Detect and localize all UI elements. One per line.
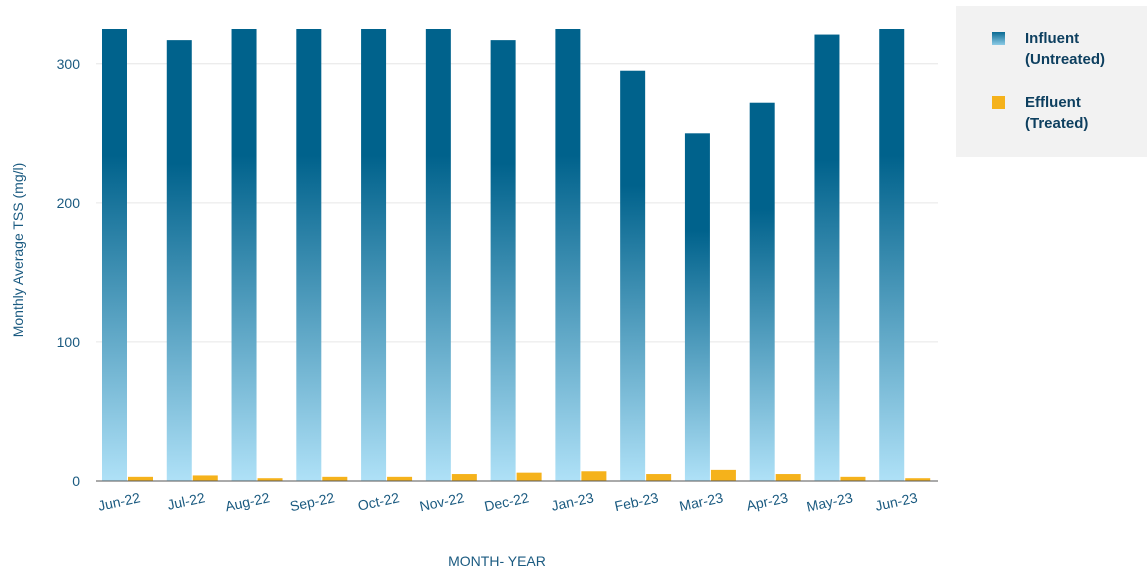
x-tick-label: Mar-23 [678, 489, 725, 514]
bar-effluent[interactable] [840, 476, 866, 481]
legend-label-influent-line2: (Untreated) [1025, 51, 1106, 68]
bar-effluent[interactable] [128, 476, 153, 481]
legend-swatch-influent [992, 32, 1005, 45]
bar-effluent[interactable] [322, 476, 348, 481]
legend-swatch-effluent [992, 96, 1005, 109]
x-tick-label: May-23 [805, 489, 854, 514]
bar-influent[interactable] [749, 102, 775, 482]
legend-label-effluent-line2: (Treated) [1025, 115, 1089, 132]
gridlines [96, 63, 938, 343]
legend-label-effluent: Effluent (Treated) [1025, 92, 1145, 134]
bar-influent[interactable] [555, 29, 581, 481]
x-tick-label: Apr-23 [745, 489, 790, 513]
bar-effluent[interactable] [775, 474, 801, 481]
bar-influent[interactable] [879, 29, 905, 481]
x-tick-label: Aug-22 [224, 489, 272, 514]
legend-item-effluent[interactable]: Effluent (Treated) [992, 92, 1145, 134]
bar-influent[interactable] [102, 29, 127, 481]
bar-influent[interactable] [166, 40, 192, 481]
bar-influent[interactable] [814, 34, 840, 481]
x-tick-label: Nov-22 [418, 489, 466, 514]
y-tick-label: 200 [57, 195, 81, 211]
x-tick-label: Oct-22 [356, 489, 401, 513]
y-tick-label: 100 [57, 334, 81, 350]
y-tick-labels: 0 100 200 300 [57, 56, 81, 489]
bar-effluent[interactable] [905, 478, 931, 481]
x-tick-label: Jun-23 [874, 489, 919, 514]
bar-influent[interactable] [620, 70, 646, 481]
x-tick-labels: Jun-22 Jul-22 Aug-22 Sep-22 Oct-22 Nov-22 Dec-… [96, 489, 919, 514]
legend: Influent (Untreated) Effluent (Treated) [956, 6, 1147, 157]
bar-effluent[interactable] [516, 472, 542, 481]
bars [102, 29, 931, 482]
bar-influent[interactable] [425, 29, 451, 481]
y-axis-title: Monthly Average TSS (mg/l) [10, 163, 26, 338]
legend-item-influent[interactable]: Influent (Untreated) [992, 28, 1145, 70]
legend-label-influent-line1: Influent [1025, 30, 1080, 47]
x-tick-label: Feb-23 [613, 489, 660, 514]
bar-influent[interactable] [361, 29, 387, 481]
y-tick-label: 0 [72, 473, 80, 489]
y-tick-label: 300 [57, 56, 81, 72]
x-axis-title: MONTH- YEAR [448, 553, 546, 567]
x-tick-label: Sep-22 [288, 489, 336, 514]
x-tick-label: Dec-22 [483, 489, 531, 514]
bar-effluent[interactable] [710, 469, 736, 481]
bar-effluent[interactable] [257, 478, 283, 481]
bar-effluent[interactable] [581, 471, 607, 481]
x-tick-label: Jun-22 [96, 489, 141, 514]
bar-effluent[interactable] [646, 474, 672, 481]
bar-influent[interactable] [231, 29, 257, 481]
bar-effluent[interactable] [451, 474, 477, 481]
bar-influent[interactable] [296, 29, 322, 481]
bar-influent[interactable] [684, 133, 710, 482]
bar-effluent[interactable] [387, 476, 413, 481]
chart: 0 100 200 300 Jun-22 Jul-22 Aug-22 Sep-22 Oct-2… [10, 29, 938, 567]
legend-label-effluent-line1: Effluent [1025, 94, 1081, 111]
bar-influent[interactable] [490, 40, 516, 481]
x-tick-label: Jan-23 [550, 489, 595, 514]
legend-label-influent: Influent (Untreated) [1025, 28, 1145, 70]
bar-effluent[interactable] [192, 475, 218, 481]
x-tick-label: Jul-22 [166, 489, 207, 513]
